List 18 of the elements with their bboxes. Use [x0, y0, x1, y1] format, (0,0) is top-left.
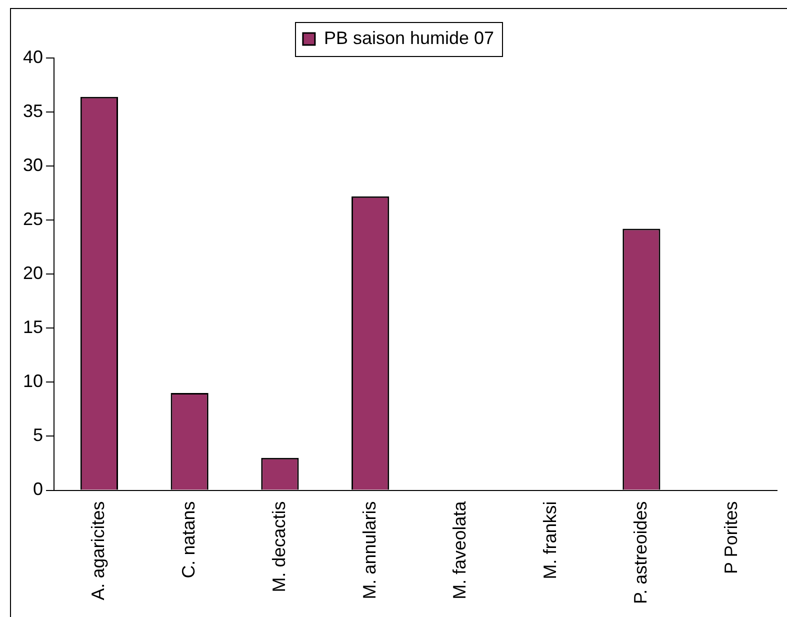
x-tick-label: M. faveolata [450, 500, 470, 600]
y-tick-label: 35 [22, 101, 44, 121]
x-tick-label: A. agaricites [88, 501, 108, 600]
y-tick-label: 20 [22, 263, 44, 284]
y-tick-label: 15 [22, 317, 44, 338]
x-tick-label: M. annularis [359, 501, 380, 600]
x-tick-label: M. decactis [268, 501, 289, 592]
y-tick-label: 25 [22, 209, 44, 230]
x-tick-label: C. natans [178, 501, 199, 578]
y-tick-label: 5 [33, 425, 44, 446]
x-tick-label: M. franksi [540, 501, 560, 580]
legend-label: PB saison humide 07 [324, 28, 494, 48]
x-tick-label: P. astreoides [630, 501, 650, 604]
y-tick-label: 30 [22, 155, 44, 176]
y-tick-label: 10 [22, 371, 44, 392]
y-tick-label: 0 [33, 479, 44, 500]
x-tick-label: P Porites [720, 501, 741, 574]
y-tick-label: 40 [22, 46, 44, 67]
